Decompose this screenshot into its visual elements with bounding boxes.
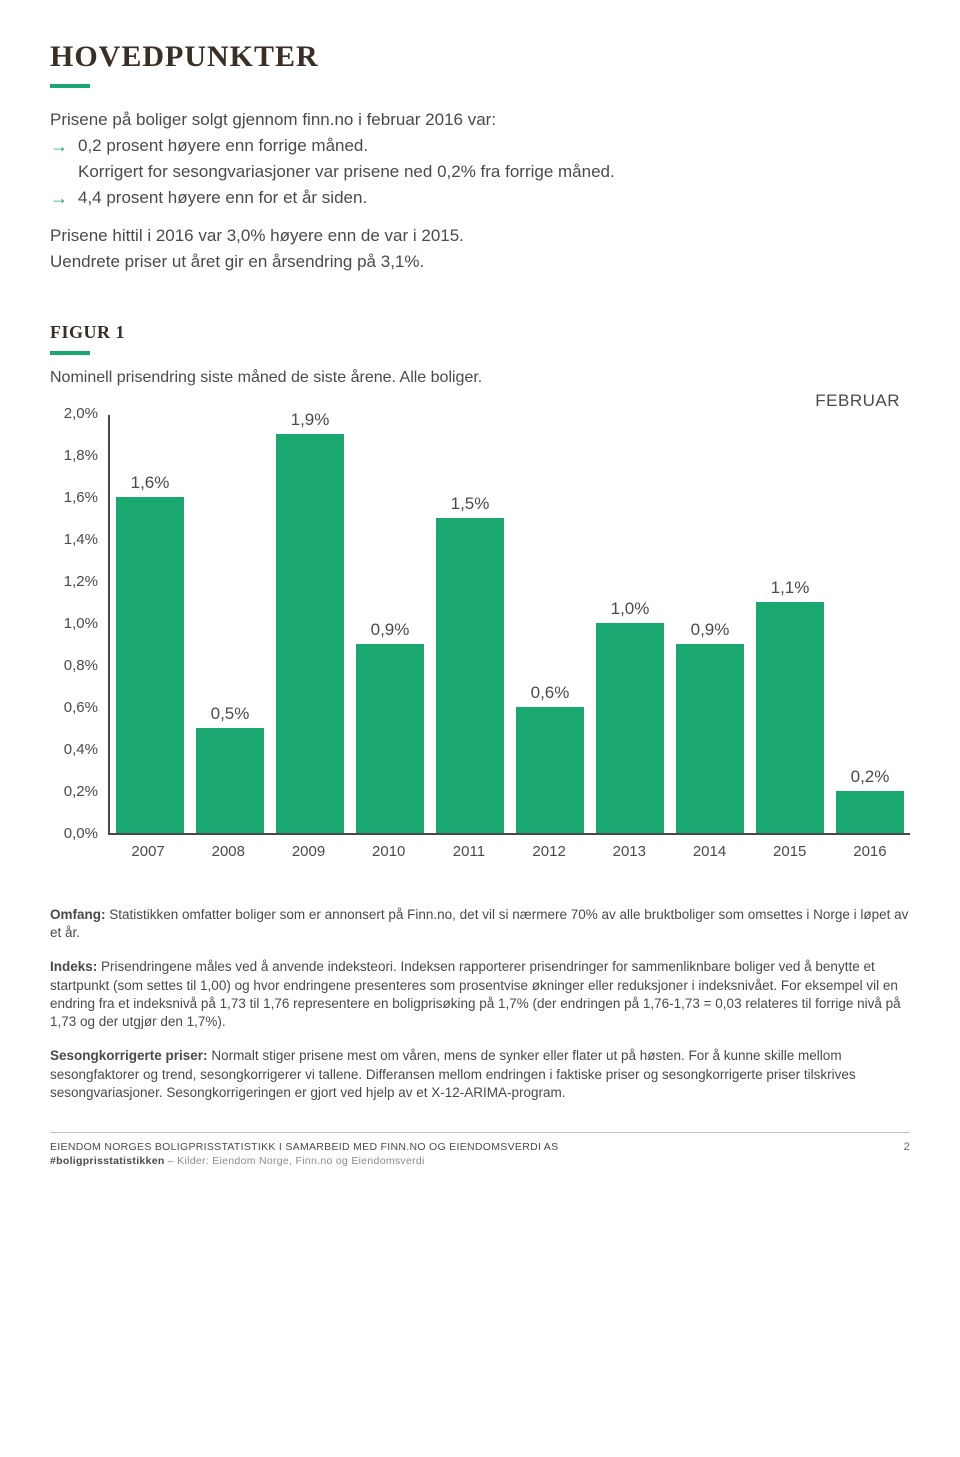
x-tick-label: 2011: [429, 843, 509, 860]
intro-text: Prisene på boliger solgt gjennom finn.no…: [50, 110, 910, 130]
bullet-2: → 4,4 prosent høyere enn for et år siden…: [50, 188, 910, 208]
x-tick-label: 2016: [830, 843, 910, 860]
y-axis: 2,0%1,8%1,6%1,4%1,2%1,0%0,8%0,6%0,4%0,2%…: [50, 415, 108, 835]
bar-slot: 0,6%: [510, 683, 590, 833]
bar-chart: 2,0%1,8%1,6%1,4%1,2%1,0%0,8%0,6%0,4%0,2%…: [50, 415, 910, 835]
bar-value-label: 0,9%: [691, 620, 730, 640]
bar: [436, 518, 504, 833]
x-axis: 2007200820092010201120122013201420152016: [108, 843, 910, 860]
bar: [516, 707, 584, 833]
para-2a: Prisene hittil i 2016 var 3,0% høyere en…: [50, 226, 910, 246]
bar-value-label: 0,2%: [851, 767, 890, 787]
bar: [676, 644, 744, 833]
notes-section: Omfang: Statistikken omfatter boliger so…: [50, 906, 910, 1102]
x-tick-label: 2014: [669, 843, 749, 860]
figure-subtitle: Nominell prisendring siste måned de sist…: [50, 369, 910, 387]
x-tick-label: 2008: [188, 843, 268, 860]
note-indeks: Indeks: Prisendringene måles ved å anven…: [50, 958, 910, 1031]
note-sesong: Sesongkorrigerte priser: Normalt stiger …: [50, 1047, 910, 1102]
title-rule: [50, 84, 90, 88]
bar: [196, 728, 264, 833]
bar-value-label: 1,9%: [291, 410, 330, 430]
x-tick-label: 2007: [108, 843, 188, 860]
bar-value-label: 1,6%: [131, 473, 170, 493]
bar: [596, 623, 664, 833]
bullet-1-sub: Korrigert for sesongvariasjoner var pris…: [50, 162, 910, 182]
bullet-2-text: 4,4 prosent høyere enn for et år siden.: [78, 188, 367, 208]
bar-value-label: 1,5%: [451, 494, 490, 514]
page-footer: EIENDOM NORGES BOLIGPRISSTATISTIKK I SAM…: [50, 1132, 910, 1167]
bar-value-label: 0,5%: [211, 704, 250, 724]
bar: [756, 602, 824, 833]
bar: [836, 791, 904, 833]
bar-slot: 0,5%: [190, 704, 270, 833]
bar-slot: 1,5%: [430, 494, 510, 833]
bar: [356, 644, 424, 833]
footer-line2: #boligprisstatistikken – Kilder: Eiendom…: [50, 1155, 558, 1167]
arrow-icon: →: [50, 188, 68, 208]
figure-label: FIGUR 1: [50, 322, 910, 343]
bar-value-label: 0,9%: [371, 620, 410, 640]
bar-slot: 1,6%: [110, 473, 190, 833]
para-2b: Uendrete priser ut året gir en årsendrin…: [50, 252, 910, 272]
bar-value-label: 0,6%: [531, 683, 570, 703]
bar: [276, 434, 344, 833]
note-omfang: Omfang: Statistikken omfatter boliger so…: [50, 906, 910, 942]
bullet-1: → 0,2 prosent høyere enn forrige måned.: [50, 136, 910, 156]
page-title: HOVEDPUNKTER: [50, 40, 910, 74]
bar-slot: 1,9%: [270, 410, 350, 833]
x-tick-label: 2009: [268, 843, 348, 860]
plot-area: 1,6%0,5%1,9%0,9%1,5%0,6%1,0%0,9%1,1%0,2%: [108, 415, 910, 835]
page-number: 2: [904, 1141, 910, 1167]
footer-line1: EIENDOM NORGES BOLIGPRISSTATISTIKK I SAM…: [50, 1141, 558, 1153]
bar-value-label: 1,1%: [771, 578, 810, 598]
x-tick-label: 2012: [509, 843, 589, 860]
bar: [116, 497, 184, 833]
x-tick-label: 2015: [750, 843, 830, 860]
bar-slot: 0,9%: [350, 620, 430, 833]
arrow-icon: →: [50, 136, 68, 156]
bar-slot: 0,9%: [670, 620, 750, 833]
bar-value-label: 1,0%: [611, 599, 650, 619]
x-tick-label: 2013: [589, 843, 669, 860]
x-tick-label: 2010: [349, 843, 429, 860]
bar-slot: 1,0%: [590, 599, 670, 833]
bullet-1-text: 0,2 prosent høyere enn forrige måned.: [78, 136, 368, 156]
bar-slot: 1,1%: [750, 578, 830, 833]
figure-month: FEBRUAR: [50, 391, 910, 411]
bar-slot: 0,2%: [830, 767, 910, 833]
bars-container: 1,6%0,5%1,9%0,9%1,5%0,6%1,0%0,9%1,1%0,2%: [110, 415, 910, 833]
figure-rule: [50, 351, 90, 355]
